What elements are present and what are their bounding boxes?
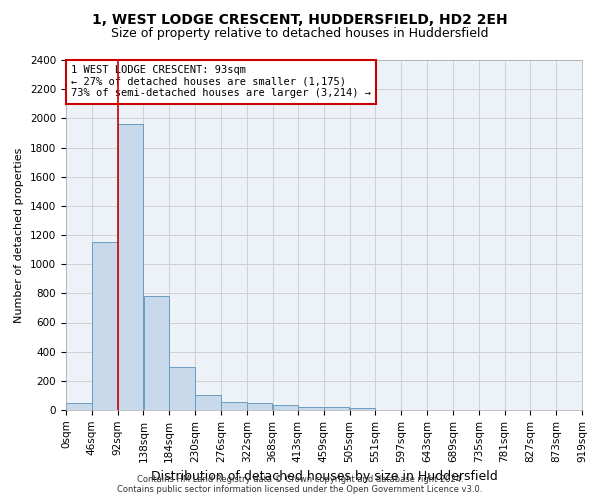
Bar bbox=[169, 367, 195, 410]
Bar bbox=[66, 402, 92, 410]
Bar bbox=[195, 396, 221, 410]
Bar bbox=[247, 404, 272, 410]
Bar bbox=[92, 242, 118, 410]
Text: 1 WEST LODGE CRESCENT: 93sqm
← 27% of detached houses are smaller (1,175)
73% of: 1 WEST LODGE CRESCENT: 93sqm ← 27% of de… bbox=[71, 66, 371, 98]
X-axis label: Distribution of detached houses by size in Huddersfield: Distribution of detached houses by size … bbox=[151, 470, 497, 483]
Bar bbox=[273, 405, 298, 410]
Bar bbox=[324, 408, 349, 410]
Bar bbox=[350, 408, 375, 410]
Bar bbox=[298, 407, 323, 410]
Bar bbox=[118, 124, 143, 410]
Bar bbox=[143, 296, 169, 410]
Text: 1, WEST LODGE CRESCENT, HUDDERSFIELD, HD2 2EH: 1, WEST LODGE CRESCENT, HUDDERSFIELD, HD… bbox=[92, 12, 508, 26]
Text: Size of property relative to detached houses in Huddersfield: Size of property relative to detached ho… bbox=[111, 28, 489, 40]
Bar bbox=[221, 402, 247, 410]
Text: Contains HM Land Registry data © Crown copyright and database right 2024.
Contai: Contains HM Land Registry data © Crown c… bbox=[118, 474, 482, 494]
Y-axis label: Number of detached properties: Number of detached properties bbox=[14, 148, 25, 322]
